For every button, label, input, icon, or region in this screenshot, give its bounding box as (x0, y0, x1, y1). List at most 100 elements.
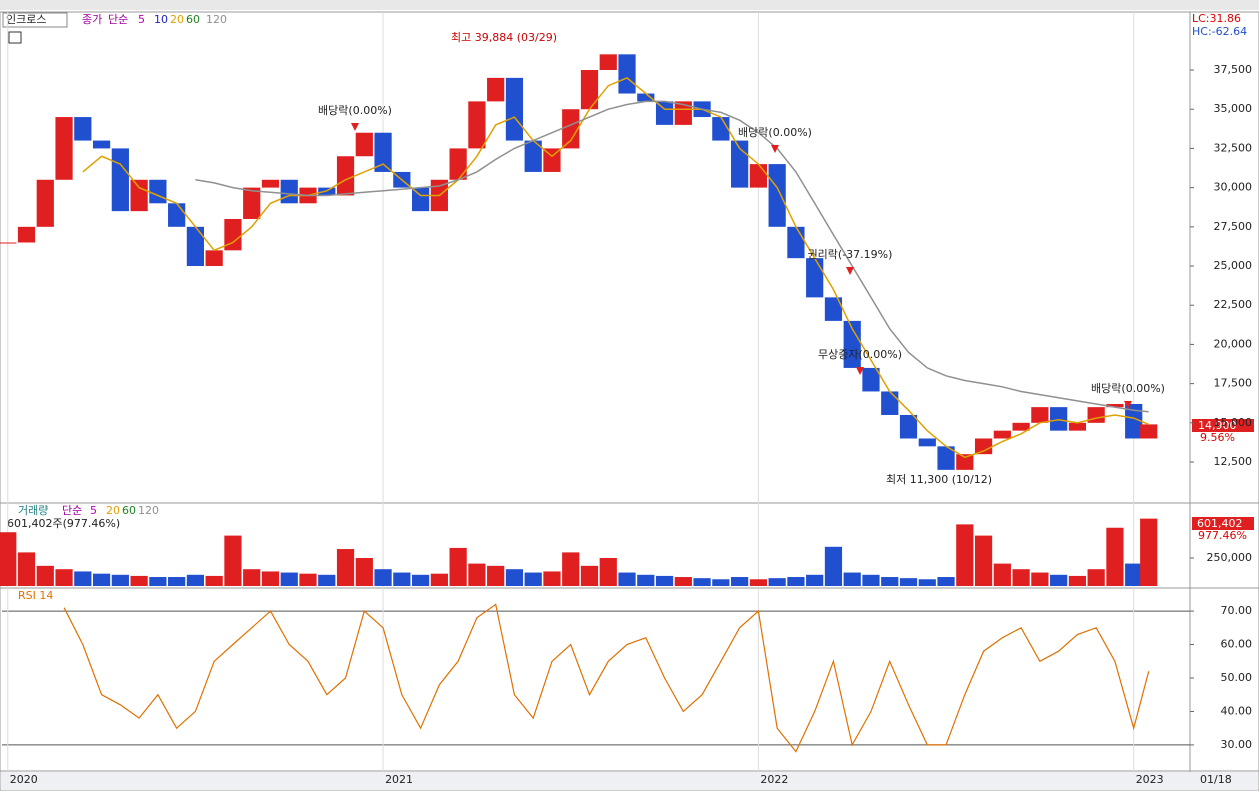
annotation-arrow (771, 145, 779, 153)
volume-bar (1087, 569, 1105, 586)
volume-bar (806, 574, 824, 586)
rsi-line (63, 603, 1150, 753)
x-tick-label: 2021 (385, 773, 413, 786)
annotation-arrow (1124, 401, 1132, 409)
legend-label: 60 (122, 504, 136, 517)
candle (824, 297, 843, 321)
candle (956, 454, 974, 470)
candle (1087, 407, 1105, 423)
legend-label: 종가 (82, 13, 102, 26)
legend-label: 120 (138, 504, 159, 517)
volume-title: 거래량 (18, 504, 48, 517)
candle (768, 164, 786, 227)
candle (0, 242, 17, 244)
legend-label: 단순 (108, 13, 128, 26)
legend-label: 120 (206, 13, 227, 26)
candle (974, 438, 993, 455)
volume-bar (580, 565, 599, 586)
annotation: 최저 11,300 (10/12) (886, 473, 992, 486)
volume-bar (505, 569, 524, 586)
annotation-arrow (351, 123, 359, 131)
candle (881, 391, 899, 415)
volume-bar (168, 577, 186, 586)
volume-bar (130, 575, 148, 586)
moving-average (195, 100, 1149, 413)
y-tick-label: 22,500 (1214, 298, 1253, 311)
candle (993, 430, 1011, 439)
volume-bar (318, 574, 336, 586)
volume-bar (411, 574, 430, 586)
candle (1050, 407, 1068, 431)
candle (806, 258, 824, 298)
volume-bar (92, 573, 111, 586)
volume-bar (336, 549, 355, 586)
candle (712, 117, 730, 141)
legend-label: 20 (170, 13, 184, 26)
candle (224, 218, 242, 251)
volume-bar (205, 575, 223, 586)
y-tick-label: 35,000 (1214, 102, 1253, 115)
annotation: 배당락(0.00%) (1091, 382, 1165, 395)
y-tick-label: 50.00 (1221, 671, 1253, 684)
volume-box (1192, 517, 1254, 530)
annotation-arrow (846, 267, 854, 275)
volume-bar (355, 557, 373, 586)
candle (918, 438, 936, 447)
volume-bar (55, 569, 73, 586)
candle (111, 148, 129, 212)
volume-bar (599, 557, 617, 586)
volume-bar (1031, 572, 1049, 586)
legend-label: 20 (106, 504, 120, 517)
volume-bar (149, 577, 167, 586)
grid-icon (8, 31, 22, 44)
legend-label: 60 (186, 13, 200, 26)
volume-bar (731, 577, 749, 586)
candle (92, 140, 111, 149)
annotation-arrow (856, 367, 864, 375)
volume-bar (937, 577, 955, 586)
moving-average (82, 77, 1149, 459)
y-tick-label: 40.00 (1221, 704, 1253, 717)
volume-bar (1068, 575, 1087, 586)
candle (355, 132, 373, 157)
volume-bar (918, 579, 936, 586)
candle (261, 179, 280, 188)
volume-bar (186, 574, 205, 586)
volume-bar (881, 577, 899, 586)
volume-bar (261, 571, 280, 586)
volume-bar (562, 552, 580, 586)
y-tick-label: 20,000 (1214, 337, 1253, 350)
volume-bar (993, 563, 1011, 586)
candle (505, 77, 524, 141)
volume-bar (0, 532, 17, 586)
candle (168, 203, 186, 227)
hc-label: HC:-62.64 (1192, 25, 1247, 38)
x-tick-label: 2023 (1136, 773, 1164, 786)
volume-bar (618, 572, 636, 586)
y-tick-label: 27,500 (1214, 220, 1253, 233)
candle (787, 226, 805, 259)
volume-bar (1050, 574, 1068, 586)
volume-bar (468, 563, 486, 586)
name-box (2, 12, 68, 28)
y-tick-label: 70.00 (1221, 604, 1253, 617)
candle (74, 117, 92, 141)
candle (524, 140, 542, 172)
volume-bar (693, 578, 711, 586)
volume-bar (430, 573, 448, 586)
date-label: 01/18 (1200, 773, 1232, 786)
volume-bar (299, 573, 317, 586)
volume-bar (862, 574, 880, 586)
volume-bar (637, 574, 655, 586)
volume-bar (36, 565, 54, 586)
candle (411, 187, 430, 212)
candle (1125, 404, 1143, 439)
candle (205, 250, 223, 267)
legend-label: 5 (138, 13, 145, 26)
y-tick-label: 17,500 (1214, 377, 1253, 390)
candle (843, 320, 861, 368)
lc-label: LC:31.86 (1192, 12, 1241, 25)
candle (674, 101, 692, 125)
volume-bar (1140, 518, 1158, 586)
